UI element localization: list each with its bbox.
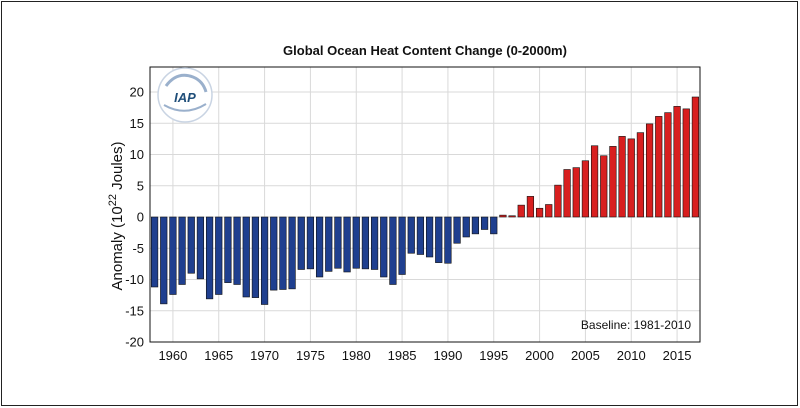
bar: [545, 204, 553, 218]
bar: [416, 216, 425, 255]
grid-lines: [150, 67, 700, 343]
bar: [609, 146, 617, 218]
x-tick-label: 1995: [479, 348, 508, 363]
baseline-note: Baseline: 1981-2010: [581, 318, 691, 332]
bar: [288, 216, 296, 290]
y-tick-label: -10: [125, 272, 144, 287]
bar: [471, 216, 480, 235]
plot-border: [149, 66, 701, 343]
bar: [233, 216, 241, 285]
bar: [169, 216, 177, 295]
x-tick-label: 1980: [342, 348, 371, 363]
bar: [554, 184, 562, 218]
bar: [691, 96, 700, 218]
bar: [600, 155, 608, 218]
bar: [655, 116, 663, 218]
bar: [590, 145, 599, 218]
bar: [380, 216, 388, 278]
bar: [682, 108, 690, 218]
y-tick-label: -20: [125, 335, 144, 350]
bars: [150, 96, 700, 305]
bar: [325, 216, 333, 272]
y-tick-label: -5: [132, 241, 144, 256]
y-tick-label: -15: [125, 303, 144, 318]
bar: [499, 214, 507, 218]
bar: [526, 196, 535, 218]
bar: [178, 216, 186, 285]
x-tick-label: 1985: [388, 348, 417, 363]
x-tick-label: 1975: [296, 348, 325, 363]
y-tick-label: 5: [137, 178, 144, 193]
bar: [645, 123, 654, 218]
bar: [334, 216, 342, 269]
bar: [306, 216, 315, 270]
bar: [370, 216, 379, 270]
x-tick-label: 2000: [525, 348, 554, 363]
bar: [389, 216, 397, 285]
bar: [572, 167, 580, 218]
bar: [490, 216, 498, 235]
chart-title: Global Ocean Heat Content Change (0-2000…: [283, 43, 567, 58]
bar: [260, 216, 269, 305]
y-tick-label: 0: [137, 210, 144, 225]
bar: [581, 160, 590, 218]
bar: [480, 216, 489, 230]
bar: [160, 216, 168, 305]
y-axis-label-exponent: 22: [107, 194, 119, 206]
y-tick-label: 20: [130, 85, 144, 100]
y-axis-label-pre: Anomaly (10: [109, 206, 126, 290]
bar: [279, 216, 287, 290]
y-tick-labels: -20 -15 -10 -5 0 5 10 15 20: [125, 85, 144, 350]
bar: [297, 216, 305, 270]
bar: [343, 216, 351, 273]
bar: [453, 216, 461, 244]
y-axis-label: Anomaly (1022 Joules): [107, 142, 126, 291]
x-tick-label: 2015: [663, 348, 692, 363]
iap-logo: IAP: [157, 67, 213, 123]
bar: [435, 216, 443, 263]
bar: [205, 216, 214, 300]
bar: [664, 112, 672, 218]
bar: [673, 106, 681, 218]
y-tick-label: 15: [130, 116, 144, 131]
bar: [398, 216, 406, 275]
x-tick-label: 2010: [617, 348, 646, 363]
bar: [627, 138, 635, 218]
y-axis-label-unit: Joules): [109, 142, 126, 195]
bar: [196, 216, 205, 280]
bar: [618, 136, 626, 218]
x-tick-label: 1960: [158, 348, 187, 363]
bar: [224, 216, 232, 283]
y-tick-label: 10: [130, 147, 144, 162]
x-tick-label: 1970: [250, 348, 279, 363]
bar: [425, 216, 434, 258]
bar: [215, 216, 223, 295]
x-tick-label: 1990: [433, 348, 462, 363]
logo-text: IAP: [174, 90, 196, 105]
x-tick-labels: 1960 1965 1970 1975 1980 1985 1990 1995 2000 2005…: [158, 348, 691, 363]
bar: [535, 207, 544, 218]
bar: [361, 216, 370, 270]
bar: [150, 216, 159, 288]
bar: [187, 216, 195, 274]
bar: [242, 216, 250, 298]
bar: [517, 204, 525, 218]
bar: [270, 216, 278, 291]
bar: [315, 216, 324, 278]
bar: [462, 216, 470, 238]
bar: [636, 132, 645, 218]
x-tick-label: 1965: [204, 348, 233, 363]
bar: [407, 216, 415, 254]
bar: [444, 216, 452, 264]
bar: [563, 169, 571, 218]
bar: [352, 216, 360, 269]
bar: [251, 216, 260, 298]
bar: [508, 215, 516, 218]
x-tick-label: 2005: [571, 348, 600, 363]
